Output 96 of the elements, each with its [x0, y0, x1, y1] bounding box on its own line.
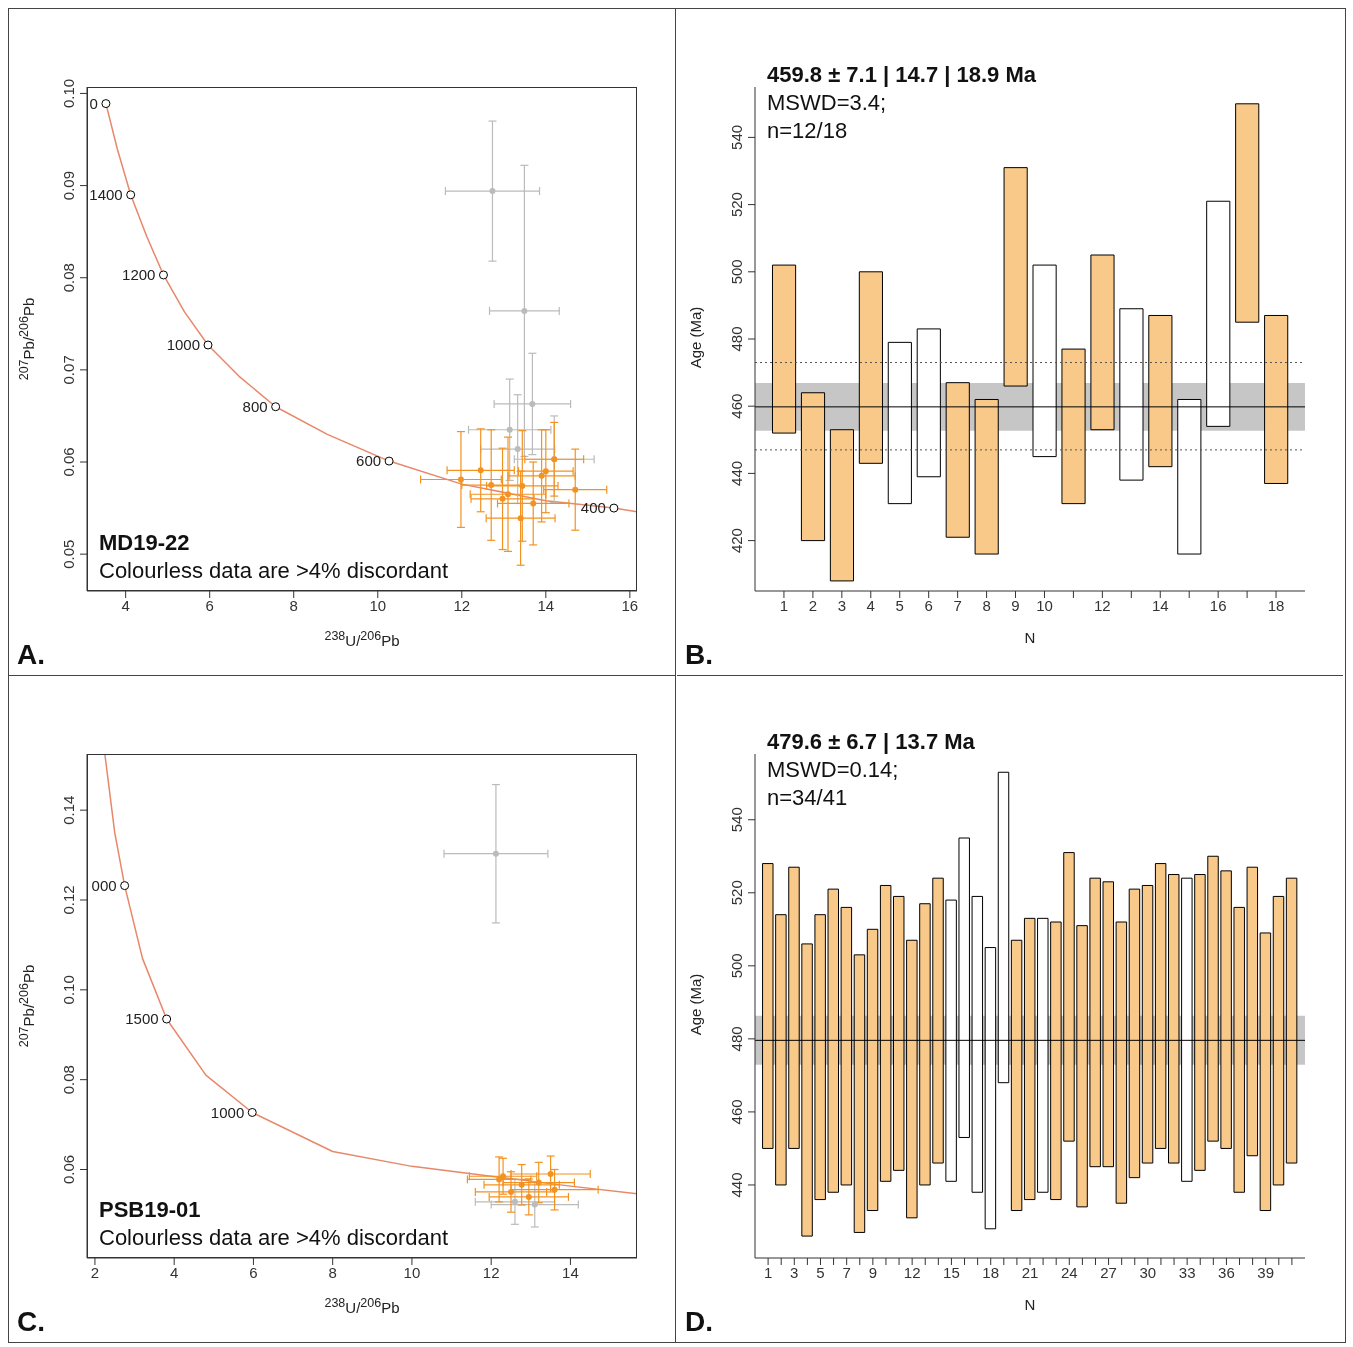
x-tick-label: 6 [205, 596, 214, 614]
annotation: 0 [89, 94, 98, 112]
y-tick-label: 520 [728, 192, 745, 218]
x-tick-label: 21 [1021, 1263, 1039, 1281]
x-tick-label: 7 [842, 1263, 851, 1281]
x-tick-label: 8 [982, 596, 991, 614]
x-tick-label: 9 [1011, 596, 1020, 614]
y-tick-label: 0.08 [60, 1065, 77, 1095]
y-tick-label: 440 [728, 1172, 745, 1198]
y-tick-label: 440 [728, 460, 745, 486]
annotation: 1400 [89, 186, 123, 204]
text: D. [685, 1306, 713, 1338]
annotation: 1000 [210, 1103, 245, 1121]
x-tick-label: 10 [403, 1263, 421, 1281]
x-tick-label: 4 [170, 1263, 179, 1281]
y-tick-label: 0.14 [60, 795, 77, 825]
x-tick-label: 27 [1100, 1263, 1117, 1281]
x-tick-label: 4 [121, 596, 130, 614]
x-tick-label: 3 [837, 596, 847, 614]
y-tick-label: 480 [728, 1026, 745, 1052]
y-tick-label: 0.09 [60, 170, 77, 201]
y-tick-label: 0.06 [60, 1154, 77, 1185]
chart-subtitle: MSWD=0.14; [767, 756, 900, 784]
annotation: 1000 [166, 336, 201, 354]
x-tick-label: 2 [808, 596, 818, 614]
x-tick-label: 8 [328, 1263, 337, 1281]
chart-title: 459.8 ± 7.1 | 14.7 | 18.9 Ma [767, 61, 1037, 89]
x-tick-label: 9 [868, 1263, 878, 1281]
x-tick-label: 6 [924, 596, 933, 614]
x-axis-title: N [1023, 1296, 1037, 1313]
y-tick-label: 0.10 [60, 78, 77, 109]
x-tick-label: 16 [621, 596, 639, 614]
y-axis-title: Age (Ma) [686, 305, 704, 371]
x-tick-label: 12 [1094, 596, 1111, 614]
x-tick-label: 18 [1267, 596, 1285, 614]
text: Colourless data are >4% discordant [99, 557, 449, 585]
annotation: n=12/18 [767, 117, 849, 145]
x-axis-title: $^{238}$U/$^{206}$Pb [323, 1296, 401, 1316]
x-tick-label: 6 [249, 1263, 258, 1281]
x-tick-label: 5 [895, 596, 904, 614]
x-tick-label: 24 [1060, 1263, 1078, 1281]
x-tick-label: 15 [943, 1263, 960, 1281]
x-tick-label: 30 [1139, 1263, 1157, 1281]
x-tick-label: 14 [1151, 596, 1169, 614]
y-tick-label: 540 [728, 807, 745, 833]
annotation: 1500 [125, 1010, 159, 1028]
text: A. [17, 639, 45, 671]
y-tick-label: 500 [728, 259, 745, 285]
y-tick-label: 520 [728, 880, 745, 906]
x-axis-title: $^{238}$U/$^{206}$Pb [323, 629, 401, 649]
annotation: 000 [91, 876, 117, 894]
y-tick-label: 540 [728, 124, 745, 150]
x-tick-label: 4 [866, 596, 875, 614]
x-tick-label: 5 [816, 1263, 825, 1281]
x-tick-label: 39 [1257, 1263, 1275, 1281]
x-tick-label: 2 [90, 1263, 100, 1281]
x-tick-label: 7 [953, 596, 962, 614]
x-tick-label: 36 [1218, 1263, 1235, 1281]
x-tick-label: 10 [1036, 596, 1053, 614]
y-tick-label: 0.05 [60, 539, 77, 569]
text: B. [685, 639, 713, 671]
x-tick-label: 18 [982, 1263, 1000, 1281]
x-tick-label: 3 [790, 1263, 799, 1281]
y-tick-label: 420 [728, 528, 745, 554]
x-tick-label: 14 [562, 1263, 579, 1281]
text: Colourless data are >4% discordant [99, 1224, 449, 1252]
chart-subtitle: MSWD=3.4; [767, 89, 888, 117]
y-tick-label: 0.10 [60, 975, 77, 1005]
y-tick-label: 480 [728, 326, 745, 352]
x-tick-label: 12 [453, 596, 471, 614]
y-axis-title: Age (Ma) [686, 972, 704, 1038]
x-tick-label: 10 [369, 596, 387, 614]
y-tick-label: 500 [728, 953, 745, 979]
x-tick-label: 12 [482, 1263, 500, 1281]
x-tick-label: 1 [763, 1263, 773, 1281]
x-tick-label: 14 [537, 596, 555, 614]
y-tick-label: 0.08 [60, 263, 77, 293]
text: C. [17, 1306, 45, 1338]
annotation: 600 [356, 452, 382, 470]
annotation: 1200 [122, 266, 156, 284]
x-tick-label: 16 [1209, 596, 1227, 614]
x-axis-title: N [1023, 629, 1037, 646]
annotation: n=34/41 [767, 784, 849, 812]
y-tick-label: 0.12 [60, 885, 77, 915]
y-tick-label: 460 [728, 393, 745, 419]
y-tick-label: 0.07 [60, 355, 77, 385]
y-tick-label: 460 [728, 1099, 745, 1125]
x-tick-label: 8 [289, 596, 298, 614]
y-tick-label: 0.06 [60, 447, 77, 477]
text: PSB19-01 [99, 1196, 202, 1224]
x-tick-label: 12 [903, 1263, 921, 1281]
x-tick-label: 33 [1178, 1263, 1196, 1281]
annotation: 800 [242, 398, 268, 416]
x-tick-label: 1 [779, 596, 789, 614]
chart-title: 479.6 ± 6.7 | 13.7 Ma [767, 728, 975, 756]
text: MD19-22 [99, 529, 191, 557]
